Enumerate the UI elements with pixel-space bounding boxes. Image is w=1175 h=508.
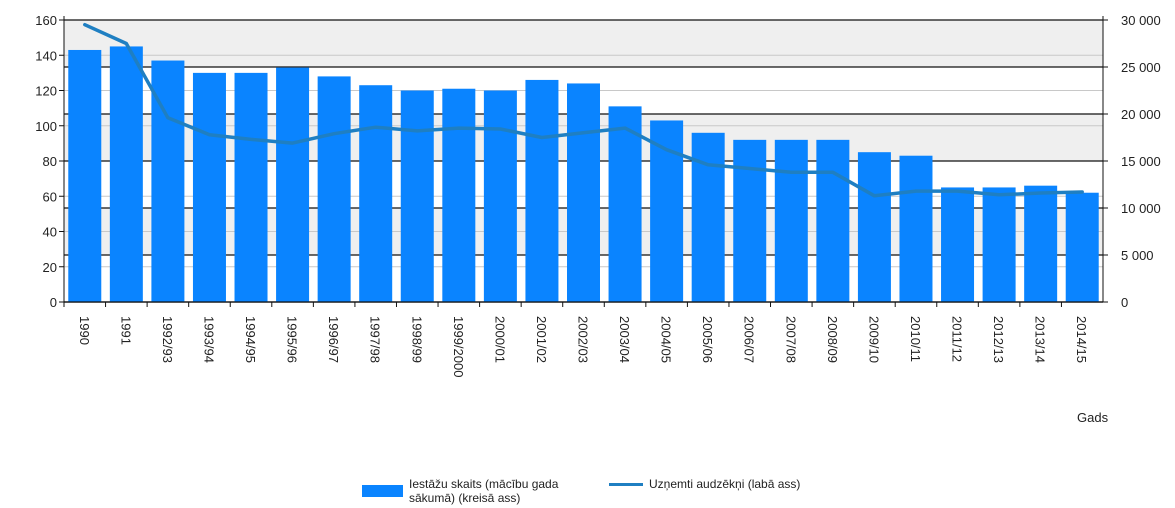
left-axis-ticks: 0 20 40 60 80 100 120 140 160 [35, 13, 64, 310]
x-tick-label: 2009/10 [866, 316, 881, 363]
bar [317, 76, 351, 303]
legend-bar-label: Iestāžu skaits (mācību gada sākumā) (kre… [409, 477, 559, 505]
bar [608, 106, 642, 302]
left-tick-label: 60 [43, 189, 57, 204]
x-tick-label: 2011/12 [950, 316, 965, 362]
bar [733, 139, 767, 302]
legend-line-swatch [609, 483, 643, 486]
bar [941, 187, 975, 302]
x-tick-label: 1999/2000 [451, 316, 466, 377]
bar [109, 46, 143, 302]
bar [525, 79, 559, 302]
axes [63, 16, 1104, 303]
left-tick-label: 20 [43, 260, 57, 275]
bar [982, 187, 1016, 302]
bar [483, 90, 517, 302]
right-tick-label: 5 000 [1121, 248, 1154, 263]
line-series [83, 22, 1084, 198]
x-tick-label: 1994/95 [243, 316, 258, 363]
x-tick-label: 2013/14 [1033, 316, 1048, 363]
x-tick-label: 2008/09 [825, 316, 840, 363]
bar [276, 67, 310, 303]
plot-band [64, 20, 1103, 67]
bar [442, 88, 476, 302]
bar [192, 72, 226, 302]
bar [774, 139, 808, 302]
x-tick-label: 1996/97 [326, 316, 341, 363]
x-tick-label: 2003/04 [617, 316, 632, 363]
x-tick-label: 1992/93 [160, 316, 175, 363]
x-tick-label: 2012/13 [991, 316, 1006, 363]
right-axis-ticks: 0 5 000 10 000 15 000 20 000 25 000 30 000 [1103, 13, 1161, 310]
left-tick-label: 0 [50, 295, 57, 310]
left-tick-label: 160 [35, 13, 57, 28]
x-tick-label: 1997/98 [368, 316, 383, 363]
x-tick-label: 2007/08 [783, 316, 798, 363]
right-tick-label: 25 000 [1121, 60, 1161, 75]
x-tick-label: 2014/15 [1074, 316, 1089, 363]
right-tick-label: 20 000 [1121, 107, 1161, 122]
x-tick-label: 1991 [118, 316, 133, 345]
left-tick-label: 40 [43, 225, 57, 240]
legend-line-label: Uzņemti audzēkņi (labā ass) [649, 477, 801, 491]
right-tick-label: 30 000 [1121, 13, 1161, 28]
left-tick-label: 100 [35, 119, 57, 134]
legend-item-line: Uzņemti audzēkņi (labā ass) [609, 477, 800, 491]
x-tick-label: 2000/01 [492, 316, 507, 363]
left-tick-label: 140 [35, 48, 57, 63]
x-axis-label: Gads [1077, 410, 1109, 425]
legend-item-bar: Iestāžu skaits (mācību gada sākumā) (kre… [362, 477, 599, 505]
bar [899, 155, 933, 302]
x-tick-label: 1993/94 [201, 316, 216, 363]
chart: 0 20 40 60 80 100 120 140 160 0 5 000 10 000 15 000… [35, 13, 1161, 425]
right-tick-label: 0 [1121, 295, 1128, 310]
bar [400, 90, 434, 302]
bar [234, 72, 268, 302]
left-tick-label: 120 [35, 84, 57, 99]
x-tick-label: 2006/07 [742, 316, 757, 363]
bar [650, 120, 684, 303]
x-tick-label: 2005/06 [700, 316, 715, 363]
bar-series [68, 46, 1099, 303]
x-tick-label: 2001/02 [534, 316, 549, 363]
left-tick-label: 80 [43, 154, 57, 169]
right-tick-label: 10 000 [1121, 201, 1161, 216]
bar [1024, 185, 1058, 302]
x-tick-label: 1995/96 [285, 316, 300, 363]
x-tick-label: 2004/05 [659, 316, 674, 363]
legend: Iestāžu skaits (mācību gada sākumā) (kre… [362, 477, 810, 505]
x-tick-label: 1990 [77, 316, 92, 345]
x-tick-label: 2010/11 [908, 316, 923, 362]
legend-bar-swatch [362, 485, 403, 497]
bar [68, 49, 102, 303]
bar [1065, 192, 1099, 302]
bar [691, 132, 725, 302]
x-axis-ticks: 1990 1991 1992/93 1993/94 1994/95 1995/96 1996… [63, 302, 1089, 377]
x-tick-label: 1998/99 [409, 316, 424, 363]
bar [359, 85, 393, 303]
bar [816, 139, 850, 302]
x-tick-label: 2002/03 [576, 316, 591, 363]
right-tick-label: 15 000 [1121, 154, 1161, 169]
bar [567, 83, 600, 302]
bar [857, 152, 891, 302]
